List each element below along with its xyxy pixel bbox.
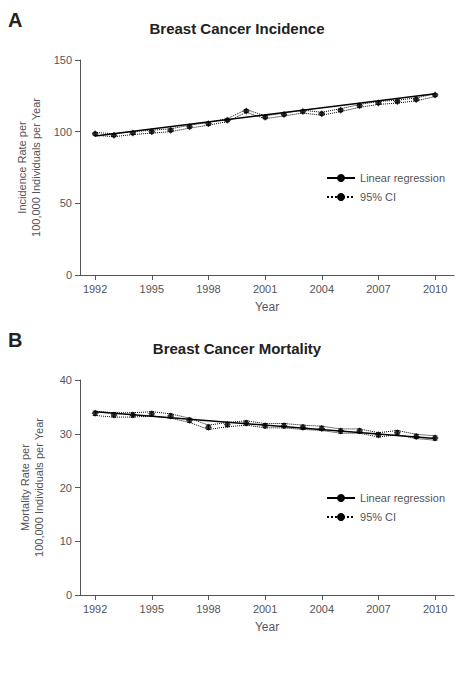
svg-text:A: A	[8, 9, 22, 31]
svg-text:1998: 1998	[196, 603, 220, 615]
svg-text:1992: 1992	[83, 283, 107, 295]
svg-text:2004: 2004	[310, 283, 334, 295]
svg-text:2004: 2004	[310, 603, 334, 615]
svg-text:Incidence Rate per: Incidence Rate per	[16, 121, 28, 214]
svg-text:2007: 2007	[366, 283, 390, 295]
svg-text:1998: 1998	[196, 283, 220, 295]
svg-text:Linear regression: Linear regression	[360, 492, 445, 504]
svg-text:0: 0	[66, 269, 72, 281]
svg-text:2010: 2010	[423, 283, 447, 295]
svg-text:Year: Year	[255, 300, 279, 314]
svg-text:B: B	[8, 329, 22, 351]
svg-text:1995: 1995	[140, 283, 164, 295]
svg-text:100,000 Individuals per Year: 100,000 Individuals per Year	[30, 98, 42, 237]
svg-text:10: 10	[60, 535, 72, 547]
svg-text:100,000 Individuals per Year: 100,000 Individuals per Year	[33, 418, 45, 557]
svg-text:50: 50	[60, 197, 72, 209]
svg-text:Breast Cancer Incidence: Breast Cancer Incidence	[149, 20, 324, 37]
svg-text:Breast Cancer Mortality: Breast Cancer Mortality	[153, 340, 322, 357]
svg-text:1995: 1995	[140, 603, 164, 615]
svg-text:2001: 2001	[253, 603, 277, 615]
svg-text:0: 0	[66, 589, 72, 601]
svg-text:95% CI: 95% CI	[360, 511, 396, 523]
svg-text:20: 20	[60, 482, 72, 494]
svg-text:95% CI: 95% CI	[360, 191, 396, 203]
svg-text:1992: 1992	[83, 603, 107, 615]
svg-text:150: 150	[54, 54, 72, 66]
svg-text:Mortality Rate per: Mortality Rate per	[19, 444, 31, 531]
svg-text:2007: 2007	[366, 603, 390, 615]
svg-text:2010: 2010	[423, 603, 447, 615]
svg-text:40: 40	[60, 374, 72, 386]
svg-text:100: 100	[54, 126, 72, 138]
svg-text:Year: Year	[255, 620, 279, 634]
svg-text:2001: 2001	[253, 283, 277, 295]
svg-text:Linear regression: Linear regression	[360, 172, 445, 184]
svg-text:30: 30	[60, 428, 72, 440]
